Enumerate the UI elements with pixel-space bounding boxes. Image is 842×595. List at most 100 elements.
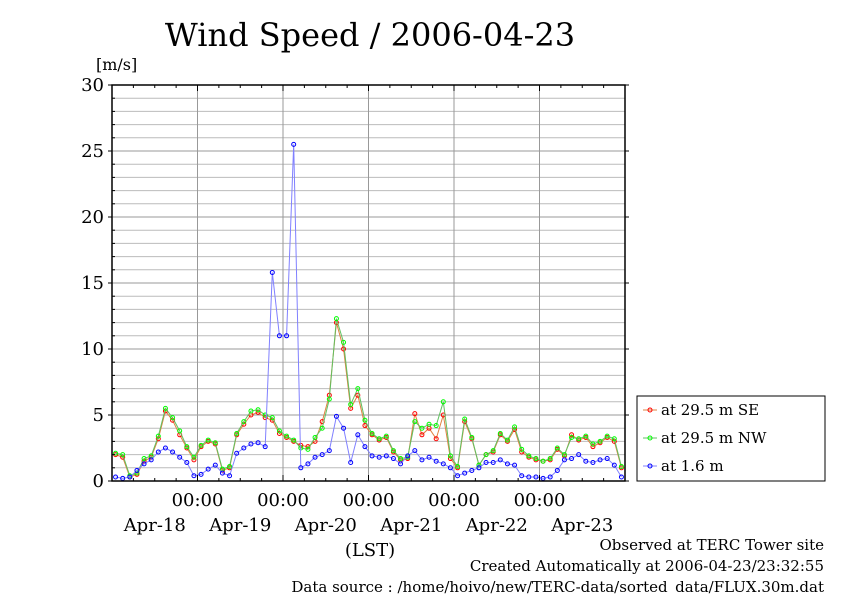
- data-point: [148, 457, 154, 463]
- data-point: [113, 450, 119, 456]
- x-tick-label: 00:00: [343, 490, 395, 511]
- data-point: [262, 412, 268, 418]
- data-point: [305, 446, 311, 452]
- legend-label: at 29.5 m SE: [661, 401, 759, 419]
- data-point: [540, 458, 546, 464]
- y-tick-label: 5: [93, 405, 104, 426]
- data-point: [561, 457, 567, 463]
- data-point: [284, 433, 290, 439]
- legend-marker: [647, 435, 653, 441]
- data-point: [576, 452, 582, 458]
- data-point: [241, 445, 247, 451]
- data-point: [113, 474, 119, 480]
- data-point: [547, 474, 553, 480]
- data-point: [504, 461, 510, 467]
- data-point: [234, 430, 240, 436]
- data-point: [383, 433, 389, 439]
- data-point: [597, 438, 603, 444]
- data-point: [170, 449, 176, 455]
- data-point: [219, 470, 225, 476]
- legend-marker: [647, 463, 653, 469]
- data-point: [483, 452, 489, 458]
- data-point: [376, 454, 382, 460]
- data-point: [269, 415, 275, 421]
- data-point: [519, 473, 525, 479]
- data-point: [618, 463, 624, 469]
- data-point: [177, 428, 183, 434]
- data-point: [412, 419, 418, 425]
- data-point: [276, 428, 282, 434]
- data-point: [419, 425, 425, 431]
- data-point: [184, 460, 190, 466]
- data-point: [497, 457, 503, 463]
- data-point: [590, 460, 596, 466]
- data-point: [583, 433, 589, 439]
- data-point: [433, 436, 439, 442]
- data-point: [198, 471, 204, 477]
- x-tick-label: 00:00: [257, 490, 309, 511]
- data-point: [497, 430, 503, 436]
- data-point: [455, 463, 461, 469]
- data-point: [248, 408, 254, 414]
- data-point: [490, 460, 496, 466]
- data-point: [519, 446, 525, 452]
- data-point: [433, 423, 439, 429]
- data-point: [348, 460, 354, 466]
- data-point: [312, 454, 318, 460]
- data-point: [483, 460, 489, 466]
- data-point: [419, 432, 425, 438]
- data-point: [440, 461, 446, 467]
- data-point: [490, 448, 496, 454]
- data-point: [512, 462, 518, 468]
- data-point: [355, 392, 361, 398]
- x-date-label: Apr-19: [208, 515, 271, 536]
- data-point: [533, 474, 539, 480]
- x-date-label: Apr-20: [294, 515, 357, 536]
- data-point: [319, 452, 325, 458]
- data-point: [305, 461, 311, 467]
- data-point: [611, 436, 617, 442]
- data-point: [155, 449, 161, 455]
- data-point: [362, 423, 368, 429]
- x-date-label: Apr-18: [123, 515, 186, 536]
- data-point: [611, 462, 617, 468]
- data-point: [198, 442, 204, 448]
- x-tick-label: 00:00: [172, 490, 224, 511]
- y-tick-label: 30: [81, 75, 104, 96]
- data-point: [462, 416, 468, 422]
- data-point: [341, 339, 347, 345]
- data-point: [348, 401, 354, 407]
- data-point: [440, 399, 446, 405]
- x-date-label: Apr-23: [550, 515, 613, 536]
- series-2: [113, 141, 624, 481]
- data-point: [241, 419, 247, 425]
- data-point: [569, 434, 575, 440]
- data-point: [447, 453, 453, 459]
- data-point: [205, 466, 211, 472]
- data-point: [170, 415, 176, 421]
- data-point: [191, 454, 197, 460]
- data-point: [554, 445, 560, 451]
- data-point: [597, 457, 603, 463]
- data-point: [333, 316, 339, 322]
- data-point: [205, 437, 211, 443]
- data-point: [412, 411, 418, 417]
- data-point: [376, 436, 382, 442]
- data-point: [262, 444, 268, 450]
- data-point: [383, 453, 389, 459]
- data-point: [184, 444, 190, 450]
- data-point: [255, 407, 261, 413]
- data-point: [398, 456, 404, 462]
- data-point: [526, 453, 532, 459]
- data-point: [155, 433, 161, 439]
- data-point: [326, 396, 332, 402]
- data-point: [412, 448, 418, 454]
- y-tick-label: 25: [81, 141, 104, 162]
- legend-label: at 29.5 m NW: [661, 429, 767, 447]
- data-point: [298, 465, 304, 471]
- y-axis-label: [m/s]: [96, 55, 137, 74]
- data-point: [604, 456, 610, 462]
- data-point: [333, 413, 339, 419]
- data-point: [355, 386, 361, 392]
